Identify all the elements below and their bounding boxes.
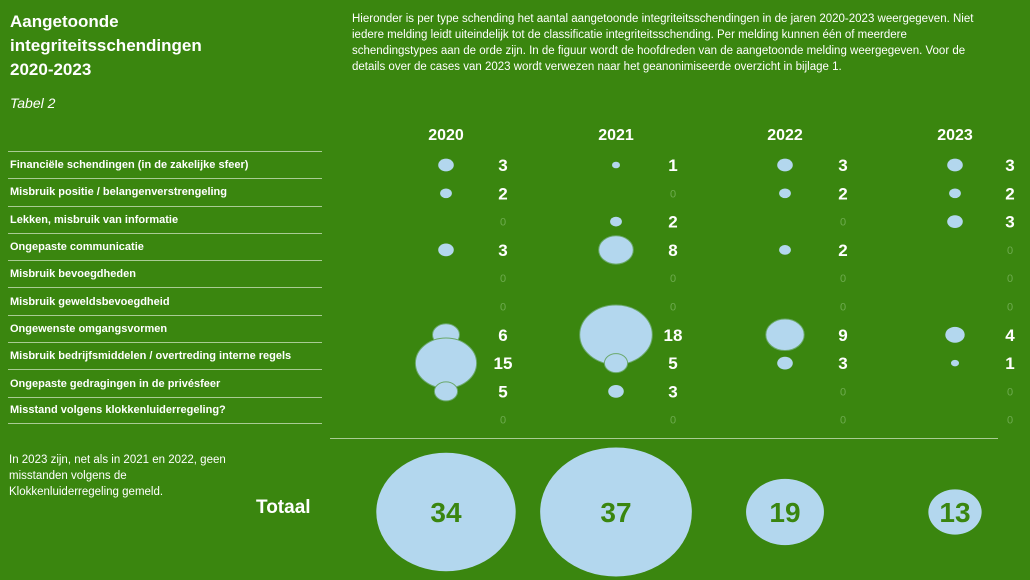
zero-label: 0 <box>1007 415 1013 427</box>
value-label: 3 <box>498 156 507 175</box>
category-label: Ongepaste communicatie <box>8 232 322 260</box>
total-bubble <box>928 489 982 535</box>
category-label: Ongepaste gedragingen in de privésfeer <box>8 369 322 396</box>
value-label: 6 <box>498 326 507 345</box>
bubble <box>765 318 805 352</box>
value-label: 8 <box>668 241 677 260</box>
value-label: 3 <box>668 382 677 401</box>
zero-label: 0 <box>840 217 846 229</box>
bubble <box>608 385 624 398</box>
value-label: 2 <box>668 213 677 232</box>
title-line: Aangetoonde <box>10 12 119 31</box>
page-title: Aangetoonde integriteitsschendingen 2020… <box>10 10 270 82</box>
value-label: 1 <box>1005 354 1014 373</box>
zero-label: 0 <box>1007 386 1013 398</box>
zero-label: 0 <box>1007 245 1013 257</box>
category-label: Misbruik bevoegdheden <box>8 260 322 287</box>
zero-label: 0 <box>840 386 846 398</box>
year-header: 2022 <box>767 127 803 144</box>
total-value: 13 <box>939 497 970 528</box>
zero-label: 0 <box>1007 273 1013 285</box>
zero-label: 0 <box>500 273 506 285</box>
value-label: 3 <box>1005 156 1014 175</box>
bubble <box>433 381 459 402</box>
category-label: Misbruik positie / belangenverstrengelin… <box>8 178 322 205</box>
bubble <box>610 216 622 227</box>
zero-label: 0 <box>1007 302 1013 314</box>
intro-text: Hieronder is per type schending het aant… <box>352 13 974 73</box>
total-value: 37 <box>600 497 631 528</box>
value-label: 3 <box>838 156 847 175</box>
value-label: 3 <box>498 241 507 260</box>
zero-label: 0 <box>670 415 676 427</box>
value-label: 2 <box>838 184 847 203</box>
zero-label: 0 <box>840 273 846 285</box>
footnote: In 2023 zijn, net als in 2021 en 2022, g… <box>9 454 226 498</box>
bubble <box>777 356 793 370</box>
bubble <box>947 215 963 228</box>
zero-label: 0 <box>500 217 506 229</box>
zero-label: 0 <box>670 273 676 285</box>
bubble <box>414 337 478 389</box>
year-header: 2020 <box>428 127 464 144</box>
year-header: 2023 <box>937 127 973 144</box>
bubble <box>779 245 791 255</box>
category-label: Financiële schendingen (in de zakelijke … <box>8 151 322 178</box>
value-label: 3 <box>1005 213 1014 232</box>
title-line: integriteitsschendingen <box>10 36 202 55</box>
bubble <box>438 158 454 172</box>
category-label: Misbruik geweldsbevoegdheid <box>8 287 322 314</box>
value-label: 4 <box>1005 326 1015 345</box>
bubble <box>945 326 965 343</box>
bubble <box>951 359 959 367</box>
bubble <box>598 235 634 265</box>
bubble <box>440 188 452 199</box>
value-label: 3 <box>838 354 847 373</box>
divider <box>330 438 998 439</box>
total-label: Totaal <box>256 497 311 518</box>
zero-label: 0 <box>670 302 676 314</box>
total-value: 19 <box>769 497 800 528</box>
category-labels: Financiële schendingen (in de zakelijke … <box>8 151 322 424</box>
value-label: 2 <box>1005 184 1014 203</box>
bubble <box>603 353 629 374</box>
value-label: 15 <box>494 354 513 373</box>
value-label: 2 <box>838 241 847 260</box>
category-label: Lekken, misbruik van informatie <box>8 205 322 233</box>
value-label: 18 <box>664 326 683 345</box>
value-label: 2 <box>498 184 507 203</box>
total-bubble <box>540 447 692 577</box>
table-caption: Tabel 2 <box>10 95 56 111</box>
total-bubble <box>376 452 516 572</box>
year-header: 2021 <box>598 127 634 144</box>
value-label: 5 <box>498 382 507 401</box>
value-label: 1 <box>668 156 677 175</box>
zero-label: 0 <box>840 415 846 427</box>
bubble <box>438 243 454 257</box>
zero-label: 0 <box>500 415 506 427</box>
value-label: 5 <box>668 354 677 373</box>
zero-label: 0 <box>500 302 506 314</box>
category-label: Misstand volgens klokkenluiderregeling? <box>8 396 322 424</box>
bubble <box>779 188 791 199</box>
bubble <box>947 158 963 172</box>
bubble <box>949 188 961 199</box>
category-label: Misbruik bedrijfsmiddelen / overtreding … <box>8 342 322 369</box>
title-line: 2020-2023 <box>10 60 92 79</box>
bubble <box>612 161 620 169</box>
category-label: Ongewenste omgangsvormen <box>8 314 322 342</box>
value-label: 9 <box>838 326 847 345</box>
bubble <box>777 158 793 172</box>
total-bubble <box>746 478 824 546</box>
zero-label: 0 <box>840 302 846 314</box>
total-value: 34 <box>430 497 462 528</box>
zero-label: 0 <box>670 188 676 200</box>
